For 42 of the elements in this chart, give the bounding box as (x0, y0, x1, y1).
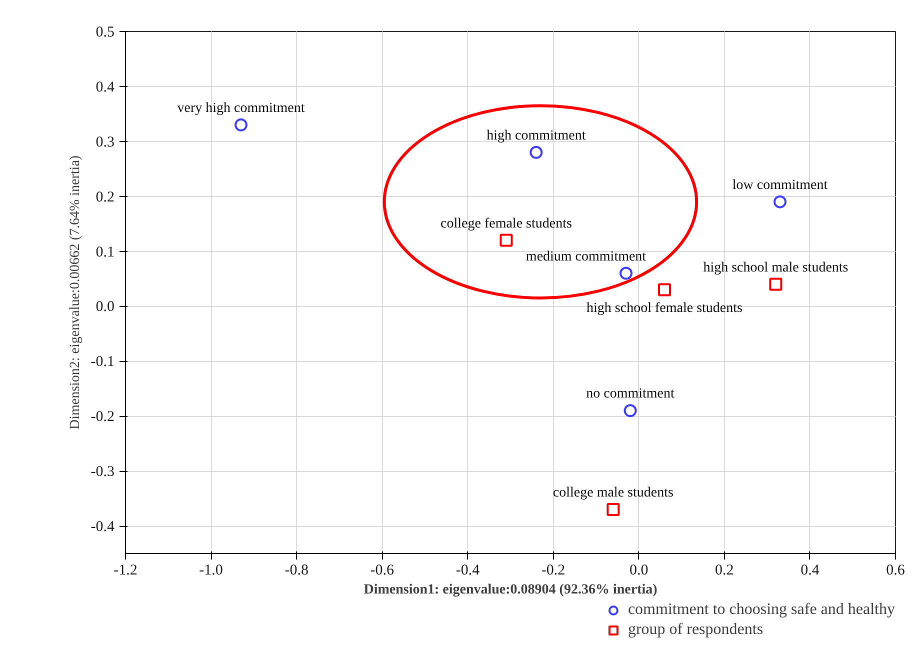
y-tick-label: 0.0 (96, 299, 114, 316)
annotation: college male students (552, 486, 674, 501)
legend-label: commitment to choosing safe and healthy (628, 600, 895, 620)
y-tick-label: 0.1 (96, 244, 114, 260)
y-tick-label: 0.4 (96, 79, 115, 96)
y-tick-label: -0.3 (90, 464, 115, 480)
x-tick-label: -1.0 (199, 562, 223, 578)
annotation: very high commitment (177, 100, 305, 116)
annotation: low commitment (732, 178, 828, 193)
x-axis-title: Dimension1: eigenvalue:0.08904 (92.36% inertia) (364, 582, 658, 598)
y-axis-title: Dimension2: eigenvalue:0.00662 (7.64% inertia) (68, 155, 83, 430)
x-tick-label: -1.2 (114, 562, 138, 578)
annotation: high commitment (486, 128, 586, 144)
annotation: medium commitment (526, 249, 646, 264)
annotation: high school female students (586, 300, 742, 316)
x-tick-label: 0.2 (715, 562, 734, 578)
point (658, 283, 671, 296)
point (624, 404, 637, 418)
annotation: high school male students (703, 260, 848, 276)
point (530, 146, 543, 159)
x-tick-label: -0.6 (370, 562, 395, 578)
point (769, 278, 782, 291)
point (774, 195, 786, 208)
x-tick-label: -0.2 (541, 562, 566, 578)
point (620, 266, 632, 280)
point (234, 118, 248, 132)
x-tick-label: 0.4 (800, 562, 820, 578)
y-tick-label: -0.4 (90, 519, 115, 536)
x-tick-label: 0.0 (629, 562, 648, 578)
y-tick-label: -0.1 (90, 354, 115, 370)
annotation: no commitment (586, 386, 675, 402)
legend-label: group of respondents (628, 620, 764, 640)
x-tick-label: -0.4 (456, 562, 480, 578)
x-tick-label: 0.6 (886, 562, 906, 578)
x-tick-label: -0.8 (284, 562, 308, 578)
y-tick-label: 0.2 (96, 189, 114, 206)
y-tick-label: 0.5 (96, 24, 114, 40)
y-tick-label: -0.2 (90, 409, 115, 426)
point (606, 503, 620, 516)
point (500, 234, 513, 247)
annotation: college female students (440, 216, 572, 232)
y-tick-label: 0.3 (96, 134, 114, 150)
